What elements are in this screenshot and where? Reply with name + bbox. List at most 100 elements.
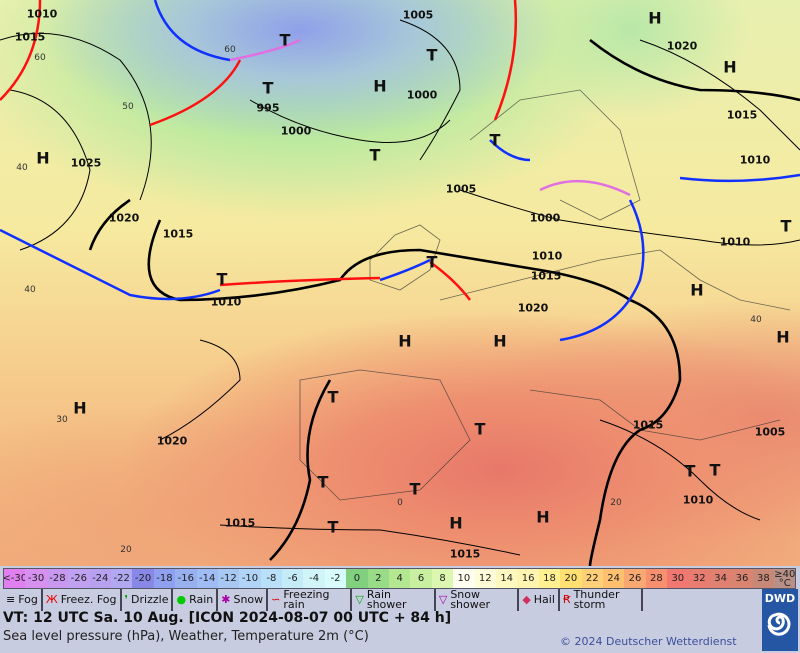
legend-item: ❜ Drizzle <box>122 589 174 611</box>
scale-cell: 32 <box>688 569 710 588</box>
high-pressure-marker: H <box>73 398 87 418</box>
scale-cell: 22 <box>581 569 603 588</box>
isotherm-label: 40 <box>24 285 36 295</box>
drizzle-icon: ❜ <box>124 593 129 606</box>
scale-cell: <-30 <box>4 569 26 588</box>
low-pressure-marker: T <box>216 269 228 289</box>
scale-cell: -16 <box>175 569 197 588</box>
cold-fronts <box>0 0 800 342</box>
legend-label: Fog <box>18 593 38 606</box>
pressure-label: 1010 <box>719 235 751 249</box>
low-pressure-marker: T <box>780 216 792 236</box>
scale-cell: -6 <box>282 569 304 588</box>
hail-icon: ◆ <box>522 593 531 606</box>
pressure-label: 1000 <box>406 88 438 102</box>
freezing-fog-icon: Ж <box>45 593 58 606</box>
scale-cell: -26 <box>68 569 90 588</box>
scale-cell: 6 <box>410 569 432 588</box>
pressure-label: 1015 <box>726 108 758 122</box>
scale-cell: 30 <box>667 569 689 588</box>
legend-label: Drizzle <box>131 593 169 606</box>
legend-item: ∽ Freezing rain <box>268 589 353 611</box>
occlusions <box>229 38 631 197</box>
high-pressure-marker: H <box>398 331 412 351</box>
warm-fronts <box>0 0 518 301</box>
scale-cell: 12 <box>474 569 496 588</box>
scale-cell: -24 <box>89 569 111 588</box>
scale-cell: 16 <box>517 569 539 588</box>
pressure-label: 1005 <box>754 425 786 439</box>
low-pressure-marker: T <box>426 45 438 65</box>
high-pressure-marker: H <box>36 148 50 168</box>
low-pressure-marker: T <box>426 252 438 272</box>
isobars <box>0 19 800 556</box>
high-pressure-marker: H <box>723 57 737 77</box>
pressure-label: 1000 <box>529 211 561 225</box>
scale-cell: 26 <box>624 569 646 588</box>
isotherm-label: 50 <box>122 102 134 112</box>
map-lines <box>0 0 800 566</box>
legend-item: Ж Freez. Fog <box>43 589 122 611</box>
scale-cell: -18 <box>153 569 176 588</box>
scale-cell: 20 <box>560 569 582 588</box>
fog-icon: ≡ <box>6 593 16 606</box>
freezing-rain-icon: ∽ <box>271 593 281 606</box>
scale-cell: -12 <box>217 569 240 588</box>
low-pressure-marker: T <box>474 419 486 439</box>
low-pressure-marker: T <box>279 30 291 50</box>
scale-cell: 18 <box>538 569 561 588</box>
legend-item: ▽ Rain shower <box>352 589 436 611</box>
high-pressure-marker: H <box>493 331 507 351</box>
scale-cell: 38 <box>752 569 775 588</box>
legend-label: Hail <box>533 593 555 606</box>
legend-item: ● Rain <box>173 589 219 611</box>
pressure-label: 1020 <box>517 301 549 315</box>
pressure-label: 1015 <box>224 516 256 530</box>
scale-cell: 2 <box>367 569 390 588</box>
isotherm-label: 20 <box>610 498 622 508</box>
low-pressure-marker: T <box>327 387 339 407</box>
pressure-label: 1020 <box>156 434 188 448</box>
pressure-label: 1010 <box>739 153 771 167</box>
low-pressure-marker: T <box>262 78 274 98</box>
pressure-label: 1015 <box>530 269 562 283</box>
scale-cell: 14 <box>495 569 518 588</box>
low-pressure-marker: T <box>684 461 696 481</box>
isotherm-label: 40 <box>750 315 762 325</box>
pressure-label: 1015 <box>449 547 481 561</box>
scale-cell: -10 <box>239 569 261 588</box>
scale-cell: -8 <box>260 569 283 588</box>
pressure-label: 1010 <box>682 493 714 507</box>
legend-item: ≡ Fog <box>3 589 43 611</box>
isotherm-label: 60 <box>34 53 46 63</box>
pressure-label: 1010 <box>210 295 242 309</box>
scale-cell: -14 <box>196 569 218 588</box>
isotherm-label: 30 <box>56 415 68 425</box>
thunderstorm-icon: Ꞧ <box>562 593 571 606</box>
scale-cell: 0 <box>346 569 368 588</box>
logo-text: DWD <box>764 592 796 605</box>
pressure-label: 1000 <box>280 124 312 138</box>
legend-item: ▽ Snow shower <box>436 589 520 611</box>
scale-cell: 4 <box>389 569 411 588</box>
scale-cell: 28 <box>645 569 668 588</box>
dwd-logo: DWD <box>762 589 798 651</box>
legend-label: Thunder storm <box>573 589 620 611</box>
isotherm-label: 0 <box>397 498 403 508</box>
legend-label: Rain shower <box>366 589 407 611</box>
legend-label: Freezing rain <box>283 589 330 611</box>
pressure-label: 1015 <box>162 227 194 241</box>
pressure-label: 1015 <box>632 418 664 432</box>
map-subtitle: Sea level pressure (hPa), Weather, Tempe… <box>3 629 369 644</box>
pressure-label: 1005 <box>445 182 477 196</box>
pressure-label: 1020 <box>108 211 140 225</box>
scale-cell: ≥40 °C <box>774 569 796 588</box>
low-pressure-marker: T <box>327 517 339 537</box>
copyright: © 2024 Deutscher Wetterdienst <box>560 635 737 648</box>
isotherm-label: 20 <box>120 545 132 555</box>
high-pressure-marker: H <box>648 8 662 28</box>
weather-legend: ≡ Fog Ж Freez. Fog ❜ Drizzle ● Rain ✱ Snow ∽ Freezi… <box>3 589 761 611</box>
low-pressure-marker: T <box>317 472 329 492</box>
pressure-label: 1005 <box>402 8 434 22</box>
low-pressure-marker: T <box>489 130 501 150</box>
